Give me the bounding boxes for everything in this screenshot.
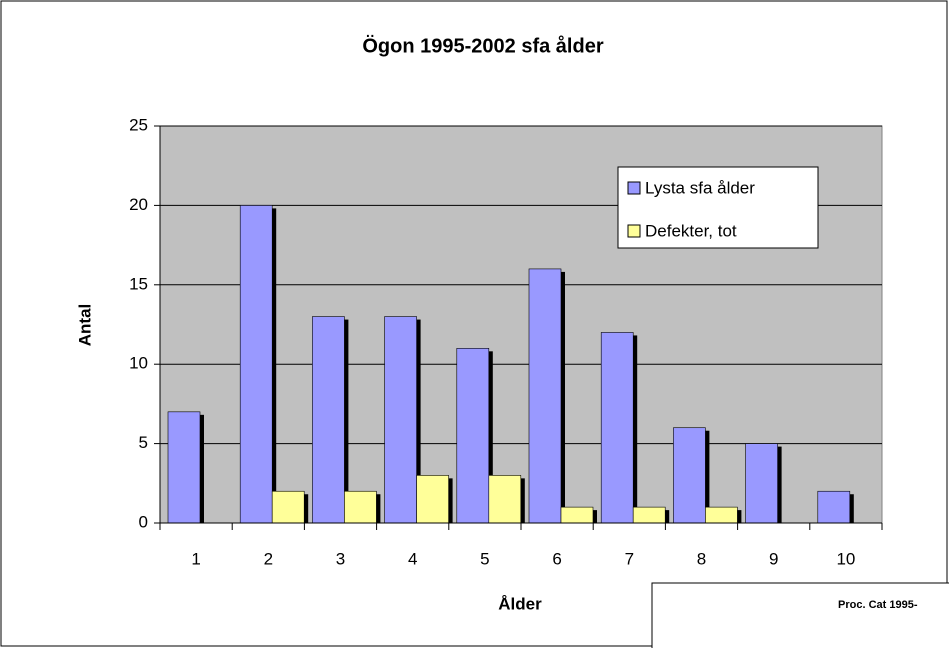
legend-label: Defekter, tot	[645, 221, 737, 240]
x-tick-label: 9	[769, 549, 778, 568]
x-tick-label: 10	[836, 549, 855, 568]
bar	[239, 205, 273, 524]
x-tick-label: 2	[264, 549, 273, 568]
bar	[416, 475, 449, 524]
legend-swatch	[627, 181, 641, 195]
bar	[600, 332, 634, 524]
x-axis-label: Ålder	[498, 594, 542, 613]
legend: Lysta sfa ålder Defekter, tot	[617, 166, 819, 249]
y-tick-label: 0	[139, 512, 148, 531]
bar	[384, 316, 417, 524]
bar	[745, 443, 778, 524]
y-axis-label: Antal	[75, 304, 94, 347]
bar	[673, 427, 706, 524]
bar	[632, 506, 666, 524]
bar	[271, 490, 305, 524]
legend-box	[617, 166, 819, 249]
bar	[488, 475, 522, 524]
x-tick-label: 6	[552, 549, 561, 568]
y-tick-label: 20	[129, 195, 148, 214]
y-tick-label: 15	[129, 274, 148, 293]
x-tick-label: 3	[336, 549, 345, 568]
bar	[817, 490, 851, 524]
bar	[344, 490, 377, 524]
bar	[167, 411, 201, 524]
legend-swatch	[627, 224, 641, 238]
legend-label: Lysta sfa ålder	[645, 178, 755, 197]
y-tick-label: 10	[129, 354, 148, 373]
x-tick-label: 7	[625, 549, 634, 568]
overlay-chart	[651, 582, 949, 648]
bar	[528, 268, 562, 524]
bar	[705, 506, 738, 524]
x-tick-label: 5	[480, 549, 489, 568]
x-tick-label: 4	[408, 549, 417, 568]
chart-title: Ögon 1995-2002 sfa ålder	[362, 34, 603, 57]
y-tick-label: 25	[129, 115, 148, 134]
bar	[312, 316, 345, 524]
bar	[560, 506, 594, 524]
overlay-title: Proc. Cat 1995-	[838, 599, 918, 611]
x-tick-label: 8	[697, 549, 706, 568]
y-tick-label: 5	[139, 433, 148, 452]
bar	[456, 348, 490, 524]
x-tick-label: 1	[191, 549, 200, 568]
